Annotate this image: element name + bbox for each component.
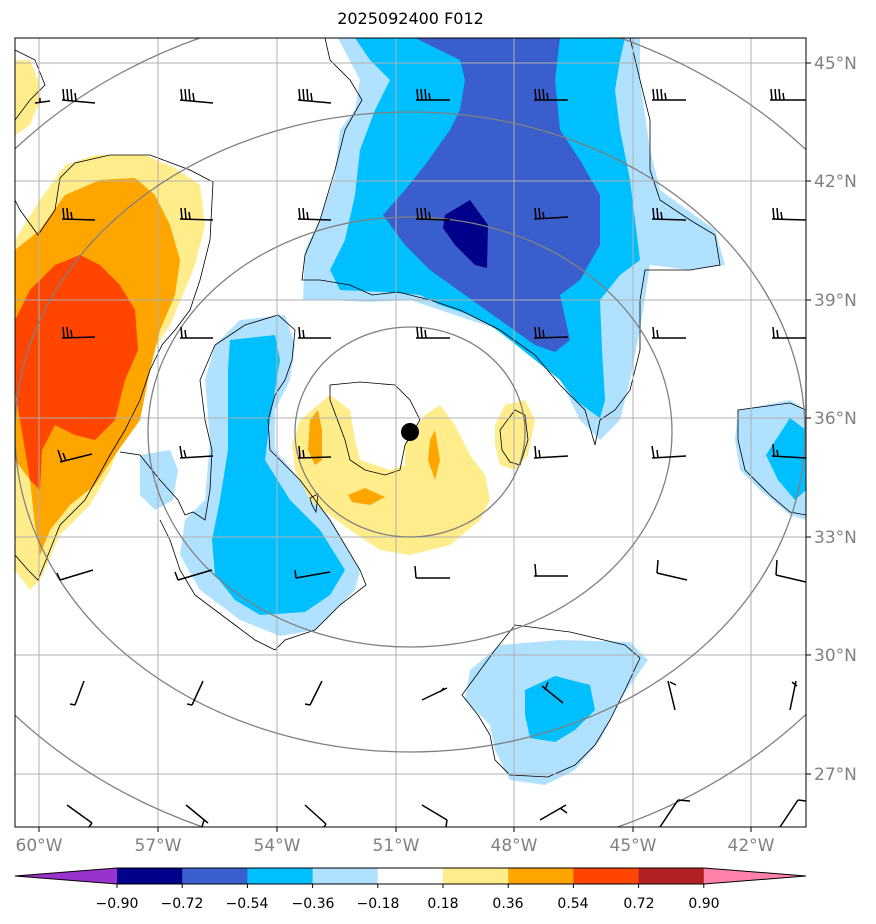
- colorbar-tick-labels: −0.90 −0.72 −0.54 −0.36 −0.18 0.18 0.36 …: [96, 896, 720, 912]
- colorbar-segment: [377, 868, 444, 884]
- colorbar-extend-low: [15, 868, 117, 884]
- range-rings: [15, 38, 806, 827]
- lon-label: 45°W: [610, 836, 657, 856]
- colorbar-tick-label: −0.54: [226, 896, 269, 912]
- colorbar-tick-label: 0.54: [557, 896, 588, 912]
- colorbar-tick-label: −0.18: [357, 896, 400, 912]
- graticule: [15, 38, 806, 827]
- colorbar-tick-label: −0.72: [161, 896, 204, 912]
- lon-label: 51°W: [373, 836, 420, 856]
- lat-label: 30°N: [814, 646, 857, 666]
- plot-frame: [14, 37, 807, 828]
- lat-label: 36°N: [814, 409, 857, 429]
- colorbar-segment: [638, 868, 705, 884]
- tick-marks: [38, 62, 811, 832]
- negative-anomaly-moderate: [383, 38, 600, 352]
- colorbar-tick-label: 0.36: [492, 896, 523, 912]
- lat-label: 33°N: [814, 528, 857, 548]
- colorbar-tick-label: −0.36: [292, 896, 335, 912]
- storm-center-marker: [401, 423, 419, 441]
- map-title: 2025092400 F012: [337, 9, 484, 28]
- lat-label: 45°N: [814, 54, 857, 74]
- colorbar-segment: [182, 868, 248, 884]
- colorbar-segment: [312, 868, 379, 884]
- colorbar-segment: [117, 868, 183, 884]
- positive-anomaly-strong: [15, 255, 138, 490]
- colorbar-segment: [443, 868, 509, 884]
- lon-label: 42°W: [728, 836, 775, 856]
- zero-contour-lines: [15, 38, 806, 778]
- colorbar-extend-high: [703, 868, 806, 884]
- lat-label: 27°N: [814, 765, 857, 785]
- colorbar-tick-label: −0.90: [96, 896, 139, 912]
- colorbar-segment: [247, 868, 314, 884]
- lon-label: 54°W: [254, 836, 301, 856]
- colorbar-segment: [573, 868, 640, 884]
- lon-label: 57°W: [135, 836, 182, 856]
- lon-label: 60°W: [16, 836, 63, 856]
- colorbar-tick-label: 0.18: [427, 896, 458, 912]
- colorbar-tick-label: 0.90: [688, 896, 719, 912]
- negative-anomaly-strong: [443, 200, 488, 268]
- wind-barbs: [34, 88, 806, 827]
- colorbar: [14, 867, 807, 888]
- colorbar-tick-label: 0.72: [623, 896, 654, 912]
- colorbar-segment: [508, 868, 574, 884]
- lat-label: 42°N: [814, 172, 857, 192]
- lat-label: 39°N: [814, 291, 857, 311]
- lon-label: 48°W: [491, 836, 538, 856]
